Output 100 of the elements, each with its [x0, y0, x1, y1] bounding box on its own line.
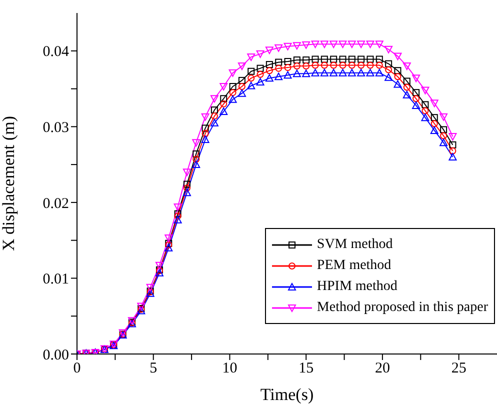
point: [358, 62, 365, 69]
point: [440, 126, 448, 134]
x-tick-label: 5: [150, 360, 158, 377]
point: [220, 108, 228, 116]
point: [412, 95, 420, 102]
point: [228, 69, 237, 77]
point: [330, 62, 338, 69]
point: [376, 62, 383, 69]
point: [238, 89, 246, 97]
point: [412, 74, 420, 82]
point: [330, 40, 338, 48]
point: [375, 68, 384, 76]
point: [228, 95, 237, 103]
point: [238, 83, 246, 90]
point: [248, 68, 255, 75]
point: [338, 68, 347, 76]
point: [155, 262, 164, 270]
point: [256, 50, 264, 58]
point: [247, 53, 256, 61]
point: [412, 89, 420, 96]
point: [422, 101, 429, 108]
point: [302, 56, 310, 64]
point: [265, 74, 274, 82]
point: [284, 64, 292, 72]
point: [430, 120, 438, 128]
point: [210, 112, 218, 120]
point: [247, 82, 256, 90]
point: [348, 40, 356, 48]
point: [164, 244, 173, 252]
point: [182, 168, 191, 176]
point: [357, 68, 366, 76]
x-axis-title: Time(s): [260, 385, 314, 404]
point: [440, 113, 448, 121]
point: [210, 95, 218, 103]
point: [430, 126, 438, 134]
legend-label: PEM method: [316, 257, 392, 275]
point: [192, 160, 200, 168]
point: [220, 95, 228, 102]
point: [448, 133, 457, 141]
point: [358, 56, 365, 63]
point: [394, 52, 402, 60]
y-tick-label: 0.02: [42, 196, 69, 212]
point: [183, 184, 190, 192]
legend-label: HPIM method: [316, 278, 398, 296]
point: [430, 100, 438, 108]
y-tick-label: 0.01: [42, 272, 69, 288]
point: [376, 56, 383, 63]
point: [220, 83, 228, 91]
point: [256, 64, 264, 72]
point: [320, 68, 328, 76]
point: [421, 114, 430, 122]
point: [403, 78, 410, 85]
point: [311, 40, 320, 48]
point: [320, 56, 328, 63]
point: [348, 68, 356, 76]
legend-label: Method proposed in this paper: [316, 299, 488, 317]
point: [421, 86, 430, 94]
point: [422, 107, 429, 114]
point: [293, 62, 300, 70]
point: [449, 141, 456, 148]
point: [229, 89, 236, 96]
point: [238, 76, 246, 84]
point: [174, 216, 182, 224]
point: [248, 74, 255, 82]
point: [384, 73, 393, 81]
point: [183, 180, 190, 188]
point: [275, 64, 282, 72]
point: [339, 56, 346, 63]
point: [412, 101, 420, 109]
x-tick-label: 25: [451, 360, 466, 377]
point: [174, 212, 182, 220]
point: [293, 56, 300, 64]
point: [266, 67, 273, 74]
legend-label: SVM method: [316, 236, 393, 254]
point: [448, 152, 457, 160]
point: [201, 136, 210, 144]
point: [394, 80, 402, 88]
y-tick-label: 0.00: [42, 347, 69, 364]
y-axis-title: X displacement (m): [0, 116, 18, 252]
point: [338, 40, 347, 48]
x-tick-label: 20: [374, 360, 390, 377]
point: [274, 44, 283, 52]
point: [339, 62, 346, 69]
point: [366, 56, 374, 63]
point: [192, 156, 200, 163]
point: [302, 70, 310, 78]
point: [394, 67, 402, 74]
point: [394, 73, 402, 80]
point: [430, 114, 438, 122]
point: [210, 106, 218, 114]
point: [137, 302, 146, 310]
point: [266, 61, 273, 68]
point: [192, 139, 200, 147]
point: [201, 113, 210, 121]
point: [385, 66, 392, 74]
point: [440, 138, 448, 146]
point: [229, 83, 236, 90]
point: [174, 203, 182, 211]
x-tick-label: 10: [222, 360, 238, 377]
point: [284, 42, 292, 50]
